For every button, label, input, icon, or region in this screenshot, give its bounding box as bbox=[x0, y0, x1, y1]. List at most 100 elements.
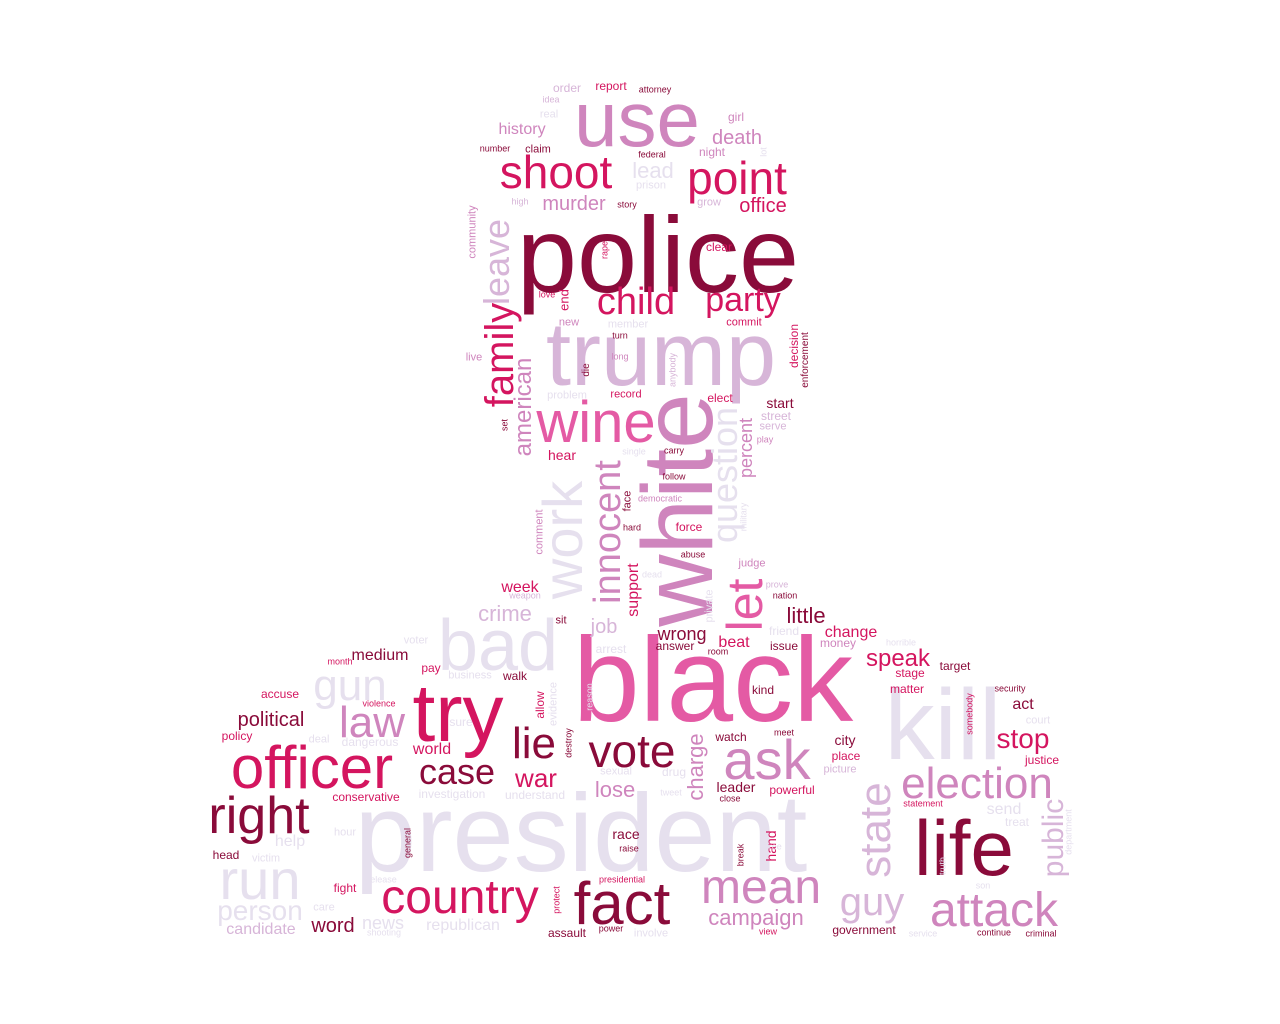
word-start: start bbox=[766, 395, 794, 411]
word-death: death bbox=[711, 127, 763, 149]
word-court: court bbox=[1025, 714, 1051, 727]
word-black: black bbox=[572, 613, 854, 747]
word-try: try bbox=[412, 668, 504, 759]
word-involve: involve bbox=[633, 927, 669, 940]
word-private: private bbox=[703, 589, 716, 623]
word-grow: grow bbox=[697, 196, 721, 209]
word-political: political bbox=[237, 709, 305, 731]
word-allow: allow bbox=[533, 691, 547, 719]
word-american: american bbox=[510, 357, 537, 457]
word-send: send bbox=[986, 801, 1022, 818]
word-anybody: anybody bbox=[667, 352, 678, 388]
word-run: run bbox=[219, 848, 301, 911]
word-attorney: attorney bbox=[638, 84, 672, 95]
word-report: report bbox=[595, 79, 627, 93]
word-single: single bbox=[622, 446, 646, 457]
word-kind: kind bbox=[751, 683, 775, 697]
word-right: right bbox=[208, 787, 310, 845]
word-speak: speak bbox=[865, 645, 931, 672]
word-case: case bbox=[418, 751, 496, 792]
word-son: son bbox=[975, 880, 991, 891]
word-justice: justice bbox=[1024, 753, 1060, 767]
word-kill: kill bbox=[884, 669, 1002, 781]
word-presidential: presidential bbox=[598, 874, 646, 885]
word-sure: sure bbox=[449, 715, 473, 729]
word-campaign: campaign bbox=[708, 905, 804, 930]
word-conservative: conservative bbox=[332, 790, 400, 804]
word-break: break bbox=[735, 843, 746, 867]
word-service: service bbox=[908, 928, 938, 939]
word-walk: walk bbox=[502, 669, 528, 683]
word-bad: bad bbox=[437, 606, 559, 686]
word-hard: hard bbox=[622, 522, 642, 533]
word-life: life bbox=[914, 804, 1014, 892]
word-comment: comment bbox=[533, 509, 546, 555]
word-picture: picture bbox=[823, 763, 857, 776]
word-prison: prison bbox=[636, 179, 666, 192]
word-hear: hear bbox=[547, 447, 577, 463]
word-friend: friend bbox=[768, 624, 800, 638]
word-room: room bbox=[707, 646, 729, 657]
word-close: close bbox=[719, 793, 741, 804]
word-judge: judge bbox=[738, 557, 766, 570]
word-drug: drug bbox=[661, 765, 687, 779]
word-crime: crime bbox=[478, 601, 532, 626]
word-rape: rape bbox=[599, 240, 610, 260]
word-sit: sit bbox=[555, 614, 567, 627]
word-medium: medium bbox=[351, 647, 409, 664]
word-tweet: tweet bbox=[660, 787, 682, 798]
word-support: support bbox=[625, 563, 642, 617]
word-abuse: abuse bbox=[680, 549, 706, 560]
word-truth: truth bbox=[937, 856, 948, 876]
word-horrible: horrible bbox=[885, 637, 917, 648]
word-follow: follow bbox=[662, 471, 686, 482]
word-order: order bbox=[552, 81, 582, 95]
word-end: end bbox=[556, 289, 572, 311]
word-continue: continue bbox=[976, 927, 1012, 938]
word-free: free bbox=[766, 841, 782, 852]
word-war: war bbox=[515, 763, 557, 793]
word-voter: voter bbox=[403, 634, 429, 647]
word-charge: charge bbox=[683, 733, 708, 801]
word-military: military bbox=[738, 502, 749, 532]
word-election: election bbox=[901, 759, 1053, 808]
word-set: set bbox=[499, 418, 510, 432]
word-beat: beat bbox=[718, 634, 750, 651]
word-shoot: shoot bbox=[499, 146, 613, 198]
word-arrest: arrest bbox=[595, 642, 627, 656]
word-federal: federal bbox=[638, 149, 666, 160]
word-long: long bbox=[611, 351, 629, 362]
word-race: race bbox=[612, 826, 640, 842]
word-mean: mean bbox=[700, 861, 822, 914]
word-evidence: evidence bbox=[547, 681, 560, 727]
word-answer: answer bbox=[655, 639, 695, 653]
word-protect: protect bbox=[551, 886, 562, 914]
word-treat: treat bbox=[1004, 815, 1030, 829]
word-die: die bbox=[581, 363, 592, 377]
word-story: story bbox=[617, 199, 637, 210]
word-attack: attack bbox=[929, 884, 1059, 937]
word-idea: idea bbox=[542, 94, 560, 105]
word-problem: problem bbox=[547, 389, 587, 402]
word-lead: lead bbox=[632, 158, 674, 183]
word-view: view bbox=[758, 926, 778, 937]
word-criminal: criminal bbox=[1025, 928, 1057, 939]
word-wrong: wrong bbox=[657, 624, 707, 644]
word-stop: stop bbox=[996, 723, 1050, 754]
word-leave: leave bbox=[476, 218, 517, 306]
word-democratic: democratic bbox=[637, 493, 683, 504]
word-face: face bbox=[621, 490, 634, 512]
word-act: act bbox=[1012, 696, 1034, 713]
word-person: person bbox=[217, 895, 303, 926]
word-street: street bbox=[760, 409, 792, 423]
word-target: target bbox=[939, 659, 971, 673]
word-play: play bbox=[756, 434, 774, 445]
word-stage: stage bbox=[895, 666, 925, 680]
word-nation: nation bbox=[772, 590, 798, 601]
word-little: little bbox=[786, 603, 826, 628]
word-record: record bbox=[610, 388, 642, 401]
word-shooting: shooting bbox=[366, 927, 402, 938]
word-week: week bbox=[501, 579, 539, 596]
word-law: law bbox=[338, 698, 406, 747]
word-word: word bbox=[311, 915, 355, 937]
